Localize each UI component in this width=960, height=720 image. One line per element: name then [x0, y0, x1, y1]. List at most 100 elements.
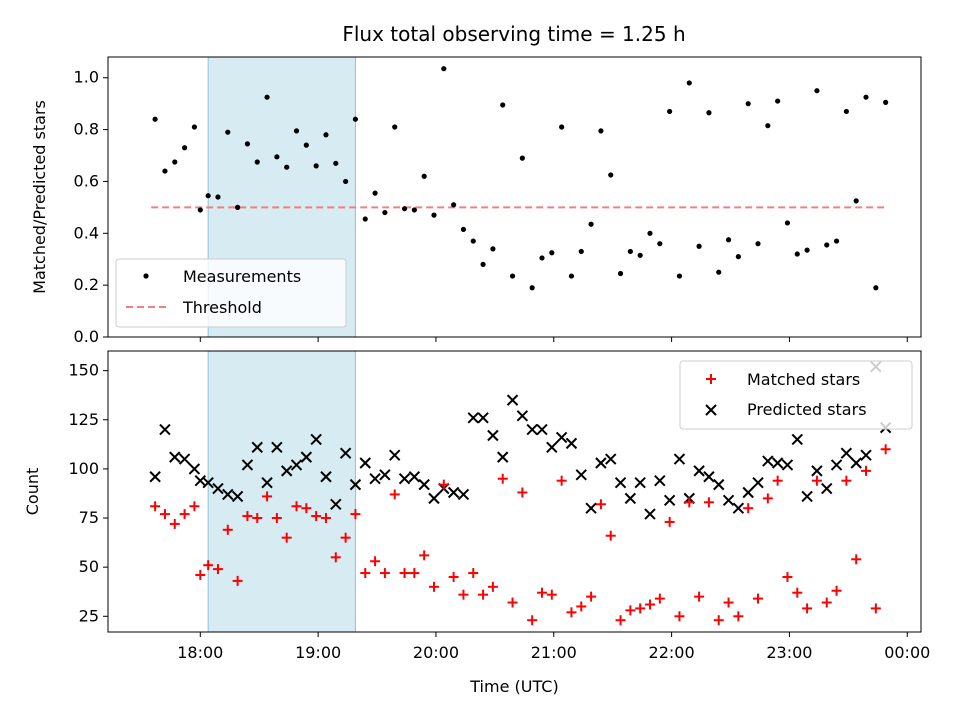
- measurement-point: [392, 124, 398, 130]
- predicted-point-b: [251, 441, 263, 453]
- measurement-point: [401, 206, 408, 212]
- measurement-point: [716, 269, 722, 275]
- bottom-legend: Matched stars Predicted stars: [679, 360, 913, 430]
- predicted-point: [565, 437, 578, 450]
- measurement-point: [470, 238, 476, 244]
- matched-point: [399, 568, 410, 579]
- matched-point: [458, 589, 469, 600]
- top-legend-box: [115, 258, 347, 328]
- legend-marker-predicted-stars: [705, 404, 717, 416]
- matched-point: [595, 499, 606, 510]
- measurement-point: [676, 273, 683, 279]
- matched-point: [301, 503, 312, 514]
- predicted-point: [261, 476, 273, 489]
- predicted-point: [300, 451, 313, 463]
- measurement-point: [794, 251, 800, 257]
- measurement-point: [627, 248, 633, 255]
- predicted-point-b: [585, 502, 597, 514]
- predicted-point: [860, 449, 872, 461]
- matched-point: [772, 475, 783, 486]
- matched-point: [723, 597, 734, 608]
- bottom-axes: 25 50 75 100 125 150 18:00 19:00 20:00 21:00 22:0…: [23, 350, 930, 696]
- legend-plus: [706, 374, 716, 384]
- measurement-point: [293, 128, 300, 134]
- matched-point: [497, 473, 508, 484]
- predicted-point-b: [624, 492, 637, 505]
- measurement-point: [205, 193, 211, 199]
- top-x-ticks: [199, 337, 908, 342]
- predicted-point: [202, 476, 214, 489]
- top-axes: 0.0 0.2 0.4 0.6 0.8 1.0 Matched/Predicted sta…: [30, 56, 922, 346]
- measurement-point: [235, 204, 241, 210]
- predicted-point-b: [271, 441, 283, 453]
- matched-point: [870, 603, 881, 614]
- measurement-point: [152, 116, 158, 122]
- predicted-point-b: [290, 459, 303, 471]
- predicted-point: [359, 457, 371, 469]
- measurement-point: [725, 237, 732, 243]
- predicted-point-b: [644, 508, 656, 520]
- predicted-point-b: [811, 465, 823, 477]
- measurement-point: [264, 94, 270, 100]
- predicted-point-b: [614, 476, 627, 489]
- predicted-point: [477, 412, 489, 424]
- predicted-point: [654, 474, 666, 487]
- top-y-axis-label: Matched/Predicted stars: [30, 100, 49, 294]
- predicted-point-b: [457, 488, 470, 501]
- matched-point: [733, 611, 744, 622]
- predicted-point-b: [241, 459, 254, 471]
- predicted-point: [526, 423, 538, 436]
- predicted-point-b: [703, 471, 715, 483]
- predicted-point-b: [428, 492, 440, 505]
- measurement-point: [519, 155, 525, 161]
- predicted-point: [457, 488, 470, 501]
- predicted-point: [169, 451, 181, 463]
- matched-point: [320, 513, 331, 524]
- x-tick-label: 21:00: [531, 643, 577, 662]
- top-y-tick-label: 0.6: [74, 171, 99, 190]
- legend-cross-b: [705, 404, 717, 416]
- predicted-point-b: [801, 490, 813, 503]
- matched-point: [203, 560, 214, 571]
- top-y-tick-label: 0.0: [74, 327, 99, 346]
- measurement-point: [843, 108, 849, 115]
- x-tick-label: 18:00: [177, 643, 223, 662]
- matched-point: [370, 556, 381, 567]
- measurement-point: [804, 247, 810, 253]
- predicted-point-b: [212, 482, 224, 495]
- predicted-point: [330, 498, 342, 510]
- measurement-point: [254, 159, 260, 165]
- predicted-point-b: [732, 502, 745, 514]
- bottom-y-tick-label: 75: [79, 508, 99, 527]
- matched-point: [179, 509, 190, 520]
- matched-point: [212, 564, 223, 575]
- matched-point: [792, 587, 803, 598]
- bottom-y-tick-label: 100: [68, 459, 99, 478]
- matched-point: [478, 589, 489, 600]
- matched-point: [880, 444, 891, 455]
- predicted-point-b: [369, 473, 381, 485]
- predicted-point: [762, 455, 774, 467]
- measurement-point: [431, 212, 437, 218]
- predicted-point: [310, 433, 322, 446]
- predicted-point-b: [178, 453, 191, 465]
- predicted-point: [663, 494, 676, 507]
- matched-point: [536, 587, 547, 598]
- bottom-y-axis-label: Count: [23, 468, 42, 516]
- matched-point: [350, 509, 361, 520]
- predicted-point-b: [752, 476, 764, 489]
- predicted-point: [693, 465, 705, 477]
- predicted-point-b: [231, 490, 244, 503]
- measurement-point: [225, 129, 231, 135]
- matched-point: [448, 571, 459, 582]
- bottom-y-tick-label: 125: [68, 410, 99, 429]
- measurement-point: [608, 172, 614, 178]
- predicted-point: [536, 423, 548, 436]
- predicted-point: [850, 457, 862, 469]
- matched-point: [586, 591, 597, 602]
- predicted-point: [840, 447, 853, 459]
- matched-point: [782, 571, 793, 582]
- measurement-point: [323, 132, 329, 138]
- matched-point: [360, 568, 371, 579]
- matched-point: [389, 489, 400, 500]
